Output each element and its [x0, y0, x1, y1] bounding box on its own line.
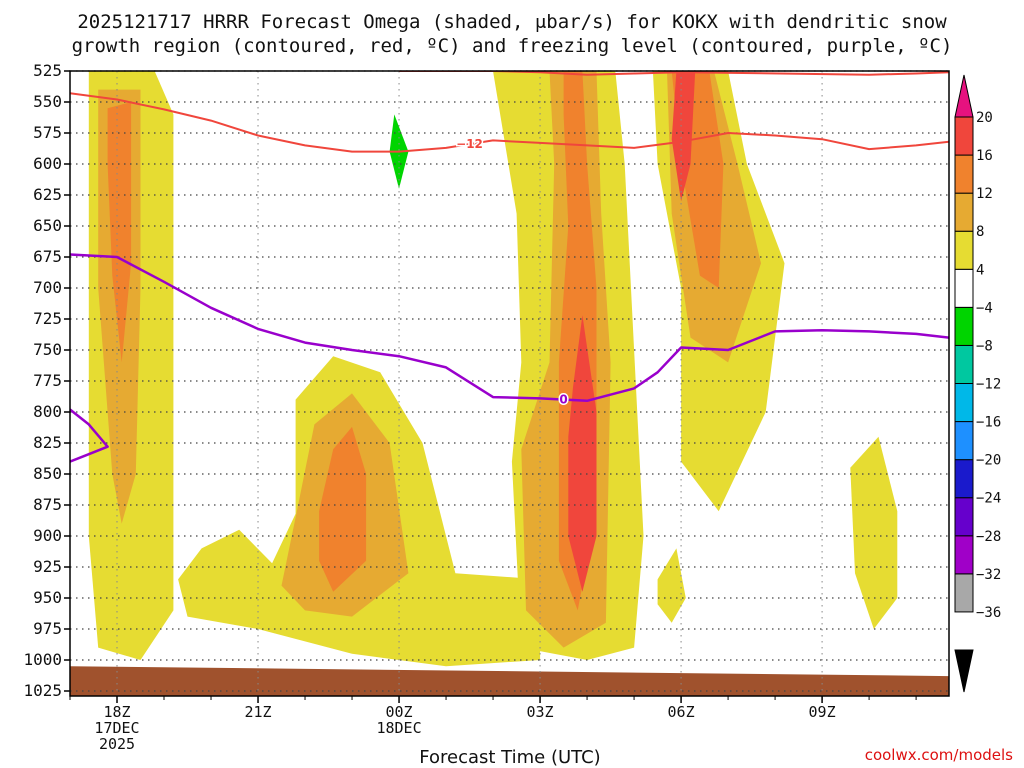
x-tick-label-0-0: 18Z: [103, 703, 130, 721]
y-tick-label-13: 850: [33, 464, 62, 483]
y-tick-label-12: 825: [33, 433, 62, 452]
freezing-level-contour: [70, 253, 949, 403]
contour-lines: −12 0: [70, 71, 949, 463]
colorbar-bin-2: [954, 497, 974, 537]
y-tick-label-19: 1000: [23, 650, 62, 669]
omega-region-13: [671, 71, 696, 202]
colorbar-bin-5: [954, 383, 974, 423]
omega-shaded-regions: [88, 71, 898, 667]
chart-title-line-1: 2025121717 HRRR Forecast Omega (shaded, …: [77, 11, 947, 33]
colorbar-bin-6: [954, 344, 974, 384]
y-tick-label-11: 800: [33, 402, 62, 421]
y-tick-label-18: 975: [33, 619, 62, 638]
colorbar-label-8: −16: [976, 415, 1001, 431]
y-tick-label-4: 625: [33, 185, 62, 204]
colorbar-bin-11: [954, 154, 974, 194]
y-tick-label-20: 1025: [23, 681, 62, 700]
colorbar-top-arrow: [954, 74, 974, 118]
colorbar-bin-4: [954, 421, 974, 461]
y-tick-label-2: 575: [33, 123, 62, 142]
colorbar-bin-1: [954, 535, 974, 575]
y-tick-label-7: 700: [33, 278, 62, 297]
x-axis-label: Forecast Time (UTC): [419, 747, 600, 768]
colorbar-bin-12: [954, 116, 974, 156]
colorbar-label-1: 16: [976, 148, 993, 164]
colorbar-label-7: −12: [976, 377, 1001, 393]
x-tick-label-2-0: 00Z: [385, 703, 412, 721]
x-tick-label-2-1: 18DEC: [376, 719, 421, 737]
colorbar-label-11: −28: [976, 529, 1001, 545]
x-tick-label-0-1: 17DEC: [94, 719, 139, 737]
colorbar-bin-10: [954, 192, 974, 232]
colorbar: 20 16 12 8 4 −4 −8 −12 −16 −20 −24 −28 −32 −36: [954, 74, 1001, 693]
y-tick-label-9: 750: [33, 340, 62, 359]
omega-region-19: [826, 71, 888, 288]
y-tick-label-3: 600: [33, 154, 62, 173]
y-tick-label-10: 775: [33, 371, 62, 390]
y-tick-label-6: 675: [33, 247, 62, 266]
colorbar-label-13: −36: [976, 605, 1001, 621]
dendritic-top-contour: [399, 71, 949, 76]
colorbar-bin-8: [954, 268, 974, 308]
colorbar-bottom-arrow: [954, 649, 974, 693]
colorbar-label-10: −24: [976, 491, 1001, 507]
colorbar-label-6: −8: [976, 338, 993, 354]
colorbar-label-4: 4: [976, 262, 984, 278]
y-tick-label-8: 725: [33, 309, 62, 328]
omega-region-14: [850, 436, 898, 629]
colorbar-label-2: 12: [976, 186, 993, 202]
x-tick-label-3-0: 03Z: [527, 703, 554, 721]
x-tick-label-4-0: 06Z: [668, 703, 695, 721]
x-tick-label-1-0: 21Z: [244, 703, 271, 721]
colorbar-label-12: −32: [976, 567, 1001, 583]
omega-region-16: [370, 71, 465, 270]
x-tick-label-0-2: 2025: [99, 735, 135, 753]
y-tick-label-15: 900: [33, 526, 62, 545]
omega-region-15: [657, 548, 686, 623]
credit-text[interactable]: coolwx.com/models: [865, 746, 1013, 764]
dendritic-contour-minus12: [70, 92, 949, 153]
y-tick-label-17: 950: [33, 588, 62, 607]
colorbar-bin-0: [954, 573, 974, 613]
y-tick-label-1: 550: [33, 92, 62, 111]
ground-layer: [70, 666, 949, 696]
y-tick-label-0: 525: [33, 61, 62, 80]
chart-title-line-2: growth region (contoured, red, ºC) and f…: [72, 35, 953, 57]
omega-region-18: [469, 231, 493, 503]
freezing-level-contour-2: [70, 408, 109, 463]
omega-region-9: [568, 315, 597, 592]
colorbar-label-9: −20: [976, 453, 1001, 469]
colorbar-label-0: 20: [976, 110, 993, 126]
colorbar-bin-7: [954, 306, 974, 346]
dendritic-contour-minus12-label: −12: [456, 137, 483, 151]
omega-region-5: [319, 426, 367, 592]
colorbar-bin-3: [954, 459, 974, 499]
colorbar-label-5: −4: [976, 300, 993, 316]
plot-frame: [69, 70, 950, 697]
y-tick-label-14: 875: [33, 495, 62, 514]
y-axis: 525 550 575 600 625 650 675 700 725 750 775 800 825 8…: [23, 61, 70, 700]
freezing-level-contour-label: 0: [559, 393, 567, 407]
y-tick-label-5: 650: [33, 216, 62, 235]
omega-region-2: [107, 102, 132, 363]
y-tick-label-16: 925: [33, 557, 62, 576]
x-tick-label-5-0: 09Z: [809, 703, 836, 721]
colorbar-label-3: 8: [976, 224, 984, 240]
ground-fill: [70, 666, 949, 696]
colorbar-bin-9: [954, 230, 974, 270]
omega-region-20: [728, 560, 799, 623]
